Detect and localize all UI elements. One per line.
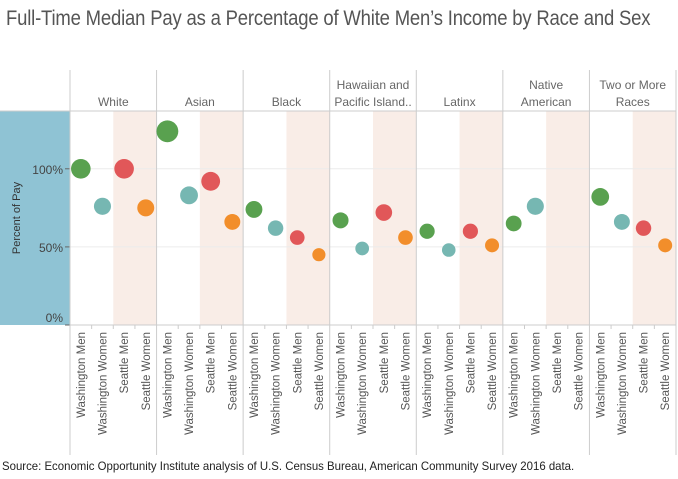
category-label: Washington Men [595, 332, 607, 418]
data-point [419, 223, 435, 239]
data-point [613, 213, 630, 230]
data-point [137, 199, 155, 217]
source-note: Source: Economic Opportunity Institute a… [2, 459, 575, 473]
data-point [289, 230, 305, 245]
y-tick-label: 50% [39, 241, 63, 255]
data-point [332, 212, 349, 229]
category-label: Seattle Men [379, 332, 391, 393]
data-point [156, 120, 179, 143]
group-header-label: Latinx [444, 95, 476, 109]
data-point [267, 220, 284, 236]
data-point [224, 213, 241, 230]
category-label: Seattle Men [639, 332, 651, 393]
y-tick-label: 0% [46, 311, 64, 325]
seattle-band [286, 111, 330, 325]
data-point [485, 238, 500, 253]
category-label: Seattle Men [119, 332, 131, 393]
data-point [71, 158, 91, 179]
group-header-label: White [98, 95, 129, 109]
data-point [312, 248, 326, 262]
data-point [462, 223, 478, 239]
category-label: Seattle Women [660, 332, 672, 410]
category-label: Seattle Women [574, 332, 586, 410]
category-label: Seattle Men [465, 332, 477, 393]
data-point [658, 238, 673, 253]
data-point [114, 158, 134, 179]
seattle-band [459, 111, 503, 325]
data-point [441, 243, 456, 257]
data-point [375, 204, 393, 221]
group-header-label: American [521, 95, 572, 109]
data-point [635, 220, 652, 236]
seattle-band [113, 111, 157, 325]
category-label: Washington Women [184, 332, 196, 435]
data-point [526, 197, 544, 215]
category-label: Seattle Women [400, 332, 412, 410]
category-label: Washington Men [509, 332, 521, 418]
category-label: Seattle Men [206, 332, 218, 393]
group-header-label: Asian [185, 95, 215, 109]
category-label: Seattle Women [227, 332, 239, 410]
group-header-label: Two or More [599, 78, 666, 92]
y-axis-panel [0, 111, 70, 325]
data-point [201, 171, 221, 191]
category-label: Washington Men [162, 332, 174, 418]
chart-title: Full-Time Median Pay as a Percentage of … [6, 7, 651, 30]
category-label: Washington Men [422, 332, 434, 418]
category-label: Seattle Women [314, 332, 326, 410]
category-label: Seattle Men [292, 332, 304, 393]
seattle-band [546, 111, 590, 325]
category-label: Seattle Men [552, 332, 564, 393]
y-tick-label: 100% [32, 163, 63, 177]
category-label: Washington Men [336, 332, 348, 418]
seattle-band [632, 111, 676, 325]
category-label: Seattle Women [141, 332, 153, 410]
group-header-label: Pacific Island.. [334, 95, 411, 109]
data-point [398, 230, 413, 245]
data-point [180, 186, 198, 205]
category-label: Washington Women [357, 332, 369, 435]
group-header-label: Native [529, 78, 563, 92]
group-header-label: Hawaiian and [337, 78, 410, 92]
group-header-label: Black [272, 95, 302, 109]
data-point [245, 200, 263, 218]
data-point [591, 188, 610, 206]
category-label: Washington Women [530, 332, 542, 435]
data-point [355, 241, 370, 256]
category-label: Seattle Women [487, 332, 499, 410]
category-label: Washington Men [249, 332, 261, 418]
data-point [505, 215, 522, 232]
data-point [93, 197, 112, 215]
category-label: Washington Women [271, 332, 283, 435]
category-label: Washington Women [444, 332, 456, 435]
category-label: Washington Women [617, 332, 629, 435]
y-axis-label: Percent of Pay [11, 181, 23, 254]
category-label: Washington Men [76, 332, 88, 418]
group-header-label: Races [616, 95, 650, 109]
category-label: Washington Women [97, 332, 109, 435]
